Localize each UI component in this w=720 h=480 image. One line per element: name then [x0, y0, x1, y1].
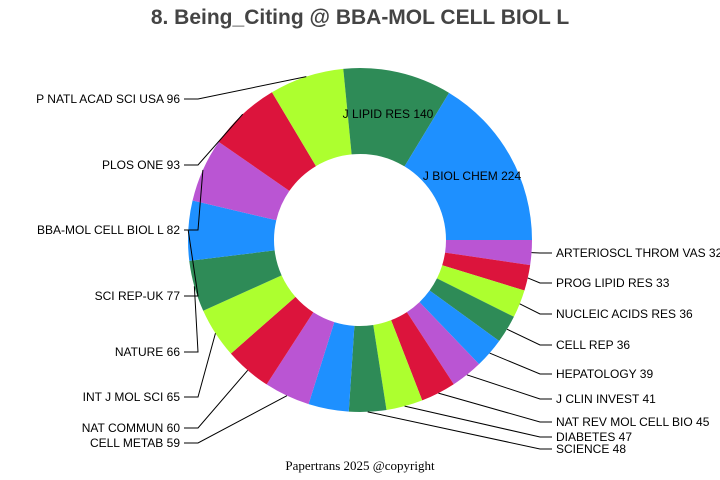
- slice-label: HEPATOLOGY 39: [556, 367, 653, 381]
- footer-copyright: Papertrans 2025 @copyright: [285, 458, 435, 473]
- leader-line: [184, 369, 249, 429]
- leader-line: [184, 113, 244, 166]
- slice-label: CELL REP 36: [556, 338, 630, 352]
- slice-label: SCI REP-UK 77: [95, 289, 181, 303]
- donut-slice: [442, 252, 531, 291]
- donut-slice: [373, 320, 423, 410]
- slice-label: J LIPID RES 140: [343, 107, 434, 121]
- slice-label: PLOS ONE 93: [102, 158, 180, 172]
- leader-line: [404, 405, 552, 438]
- donut-slice: [406, 302, 480, 385]
- slice-label: J CLIN INVEST 41: [556, 392, 656, 406]
- leader-line: [506, 328, 552, 346]
- slice-label: NUCLEIC ACIDS RES 36: [556, 307, 693, 321]
- donut-slice: [348, 324, 387, 412]
- slice-label: NAT COMMUN 60: [82, 421, 181, 435]
- leader-line: [527, 277, 552, 284]
- donut-slice: [445, 240, 532, 266]
- leader-line: [184, 286, 199, 353]
- donut-slice: [188, 200, 277, 261]
- donut-slice: [429, 278, 514, 342]
- leader-line: [519, 303, 552, 315]
- donut-slice: [271, 68, 352, 167]
- slice-label: NAT REV MOL CELL BIO 45: [556, 415, 710, 429]
- slice-label: J BIOL CHEM 224: [423, 169, 522, 183]
- slice-label: ARTERIOSCL THROM VAS 32: [556, 246, 720, 260]
- slice-label: P NATL ACAD SCI USA 96: [36, 92, 180, 106]
- slice-label: CELL METAB 59: [90, 436, 180, 450]
- leader-line: [489, 352, 552, 375]
- slice-label: INT J MOL SCI 65: [83, 390, 181, 404]
- donut-slice: [218, 92, 316, 191]
- donut-slice: [343, 68, 450, 167]
- leader-line: [438, 392, 552, 423]
- leader-line: [367, 411, 552, 450]
- slice-label: CELL 52: [134, 0, 181, 3]
- leader-line: [184, 230, 199, 297]
- donut-slice: [230, 296, 314, 385]
- leader-line: [466, 374, 552, 400]
- slice-label: SCIENCE 48: [556, 442, 626, 456]
- donut-slice: [192, 141, 290, 221]
- slice-label: PROG LIPID RES 33: [556, 276, 670, 290]
- chart-title: 8. Being_Citing @ BBA-MOL CELL BIOL L: [150, 6, 570, 29]
- slice-label: BBA-MOL CELL BIOL L 82: [37, 223, 180, 237]
- donut-slice: [308, 322, 355, 412]
- donut-slice: [436, 265, 525, 317]
- leader-line: [184, 169, 204, 231]
- donut-slice: [391, 312, 454, 401]
- donut-slice: [203, 275, 296, 354]
- donut-slice: [404, 92, 532, 240]
- donut-slice: [266, 312, 335, 405]
- leader-line: [184, 395, 288, 444]
- leader-line: [184, 333, 216, 398]
- donut-slice: [189, 250, 282, 311]
- slice-label: NATURE 66: [115, 345, 180, 359]
- donut-slice: [419, 290, 500, 365]
- slice-label: DIABETES 47: [556, 430, 632, 444]
- leader-line: [184, 76, 307, 100]
